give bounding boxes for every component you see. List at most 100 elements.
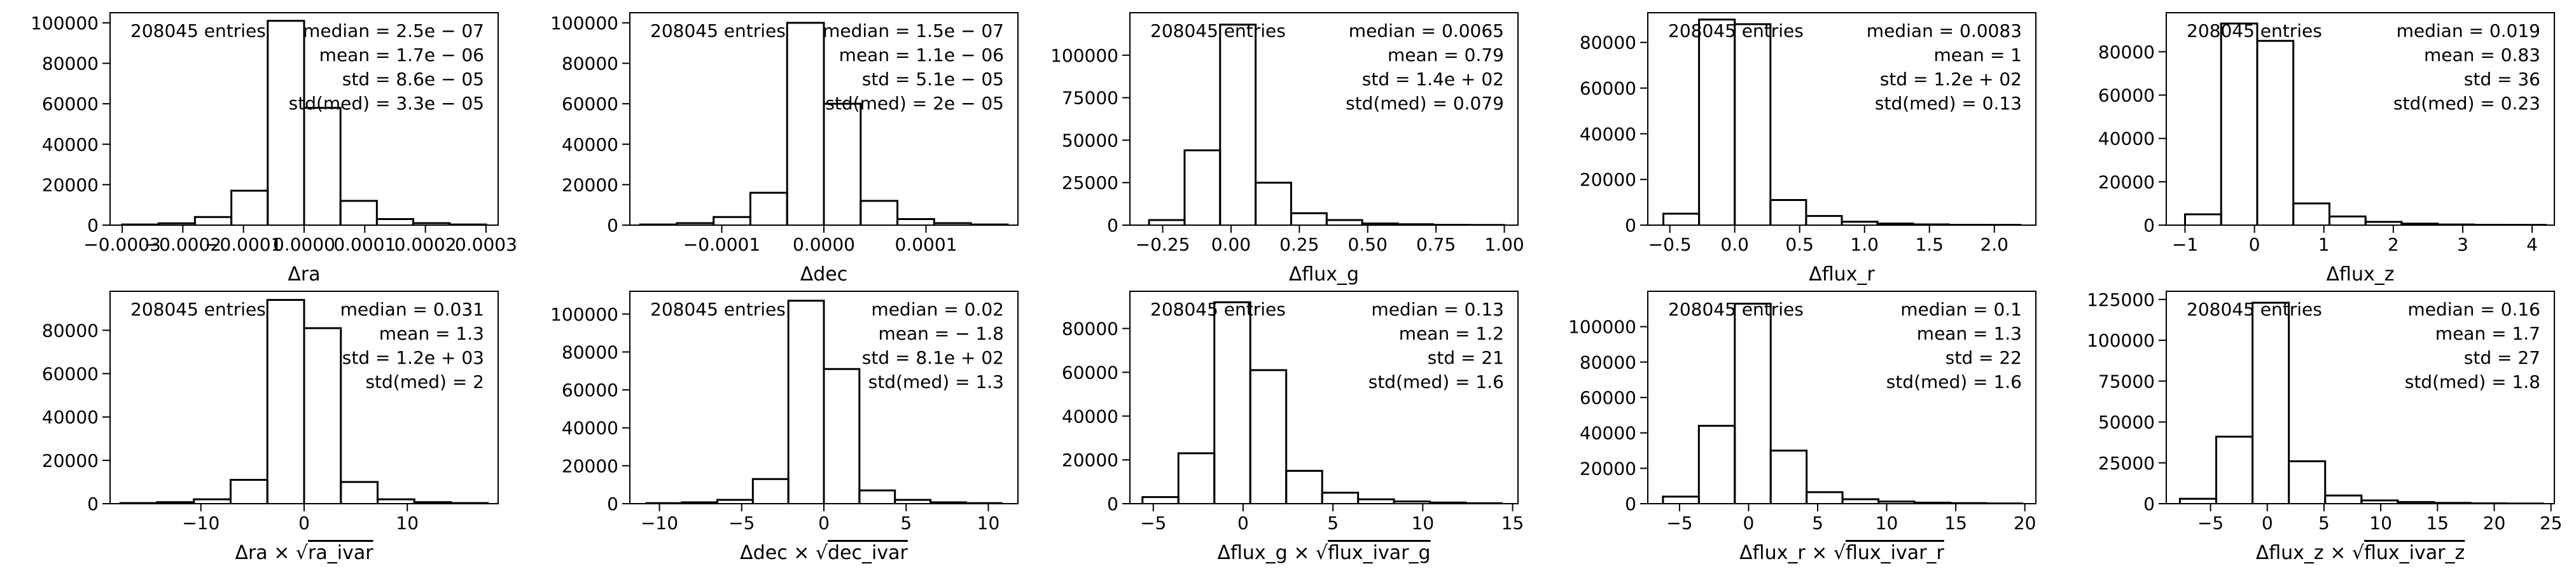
- x-tick-label: 0: [1237, 513, 1249, 534]
- y-tick-label: 40000: [42, 407, 99, 428]
- histogram-bar: [1841, 498, 1880, 504]
- y-tick-label: 20000: [562, 455, 618, 476]
- histogram-panel-9: −5 0 5 10 15 20 0 20000 40000 60000 80000 100000 Δfl…: [1568, 291, 2036, 564]
- x-tick-label: 0: [2262, 513, 2273, 534]
- x-tick-label: 0: [1743, 513, 1755, 534]
- histogram-bar: [230, 190, 269, 225]
- y-tick-label: 40000: [1062, 406, 1118, 427]
- histogram-bar: [193, 216, 233, 225]
- y-tick-label: 20000: [1580, 458, 1636, 479]
- x-tick-label: −5: [1666, 513, 1692, 534]
- histogram-bar: [1662, 212, 1701, 225]
- y-tick-label: 80000: [42, 53, 99, 74]
- histogram-bar: [2220, 22, 2259, 225]
- histogram-bar: [1177, 452, 1216, 504]
- histogram-bar: [303, 327, 342, 504]
- y-tick-label: 40000: [562, 134, 618, 155]
- histogram-bar: [1255, 181, 1292, 225]
- axes-frame: [1129, 12, 1519, 226]
- y-tick-label: 0: [87, 494, 99, 514]
- stat-line: std = 5.1e − 05: [862, 69, 1004, 90]
- histogram-bar: [266, 299, 305, 504]
- x-tick-label: 0.0: [1720, 234, 1749, 255]
- y-tick-label: 80000: [2098, 41, 2155, 62]
- histogram-bar: [1285, 469, 1323, 504]
- entries-label: 208045 entries: [130, 299, 266, 320]
- x-axis-label: Δflux_g × √flux_ivar_g: [1217, 542, 1430, 564]
- y-tick-label: 60000: [1580, 387, 1636, 408]
- histogram-bar: [2328, 215, 2367, 225]
- x-tick-label: −10: [641, 513, 678, 534]
- stat-line: std = 1.2e + 03: [342, 347, 484, 368]
- histogram-bar: [858, 489, 896, 504]
- stat-line: mean = 0.83: [2424, 45, 2540, 66]
- stat-line: std(med) = 1.6: [1886, 371, 2022, 392]
- stat-line: mean = 1.3: [1917, 323, 2022, 344]
- x-axis-label: Δflux_g: [1289, 263, 1359, 286]
- x-tick-label: 0.00: [1211, 234, 1251, 255]
- stat-line: std(med) = 2: [365, 371, 484, 392]
- x-tick-label: 0: [2249, 234, 2260, 255]
- y-tick-label: 40000: [2098, 128, 2155, 149]
- histogram-bar: [2178, 497, 2217, 504]
- y-tick-label: 60000: [1062, 362, 1118, 383]
- histogram-bar: [860, 200, 899, 225]
- x-tick-label: 10: [977, 513, 1000, 534]
- x-tick-label: −0.0003: [83, 234, 160, 255]
- stat-line: std(med) = 1.8: [2405, 371, 2540, 392]
- entries-label: 208045 entries: [650, 20, 786, 41]
- histogram-bar: [751, 478, 790, 504]
- y-tick-label: 100000: [1568, 317, 1636, 338]
- histogram-panel-3: −0.25 0.00 0.25 0.50 0.75 1.00 0 25000 50000 7500…: [1050, 12, 1524, 286]
- stat-line: median = 0.031: [340, 299, 484, 320]
- histogram-panel-7: −10 −5 0 5 10 0 20000 40000 60000 80000 100000 Δdec…: [550, 291, 1019, 564]
- histogram-bar: [2292, 202, 2330, 225]
- x-tick-label: 0.75: [1416, 234, 1456, 255]
- entries-label: 208045 entries: [1150, 20, 1286, 41]
- y-tick-label: 0: [1625, 215, 1636, 236]
- histogram-panel-2: −0.0001 0.0000 0.0001 0 20000 40000 60000 80000…: [550, 12, 1019, 286]
- y-tick-label: 0: [607, 494, 618, 514]
- y-tick-label: 20000: [562, 174, 618, 195]
- histogram-bar: [1290, 212, 1328, 225]
- y-tick-label: 80000: [562, 53, 618, 74]
- histogram-bar: [1141, 496, 1180, 504]
- x-tick-label: 0.0000: [793, 234, 855, 255]
- entries-label: 208045 entries: [1668, 20, 1804, 41]
- stat-line: median = 0.0083: [1867, 20, 2022, 41]
- y-tick-label: 25000: [1062, 172, 1118, 193]
- y-tick-label: 80000: [562, 342, 618, 362]
- y-tick-label: 20000: [1580, 169, 1636, 190]
- stat-line: std(med) = 3.3e − 05: [289, 93, 484, 114]
- x-tick-label: 0: [818, 513, 830, 534]
- histogram-bar: [1325, 219, 1363, 225]
- x-tick-label: 0.0002: [394, 234, 457, 255]
- histogram-bar: [267, 20, 305, 225]
- y-tick-label: 0: [2143, 215, 2155, 236]
- histogram-panel-8: −5 0 5 10 15 0 20000 40000 60000 80000 Δflux_g × √…: [1062, 291, 1524, 564]
- stat-line: median = 0.1: [1900, 299, 2022, 320]
- y-tick-label: 60000: [562, 93, 618, 114]
- stat-line: std = 36: [2464, 69, 2540, 90]
- entries-label: 208045 entries: [1668, 299, 1804, 320]
- histogram-bar: [1321, 492, 1360, 504]
- x-tick-label: 1: [2318, 234, 2330, 255]
- x-tick-label: 10: [2369, 513, 2392, 534]
- x-tick-label: 15: [2426, 513, 2449, 534]
- stat-line: std(med) = 1.3: [868, 371, 1004, 392]
- stat-line: std(med) = 0.13: [1875, 93, 2022, 114]
- y-tick-label: 0: [87, 215, 99, 236]
- stat-line: mean = − 1.8: [878, 323, 1004, 344]
- y-tick-label: 25000: [2098, 453, 2155, 474]
- histogram-bar: [303, 107, 342, 225]
- histogram-bar: [1734, 23, 1772, 225]
- y-tick-label: 80000: [1580, 32, 1636, 53]
- histogram-bar: [340, 481, 379, 504]
- histogram-bar: [2256, 39, 2295, 225]
- stat-line: std = 22: [1946, 347, 2022, 368]
- histogram-bar: [2252, 301, 2290, 504]
- histogram-bar: [377, 498, 415, 504]
- y-tick-label: 100000: [31, 13, 99, 34]
- y-tick-label: 60000: [42, 93, 99, 114]
